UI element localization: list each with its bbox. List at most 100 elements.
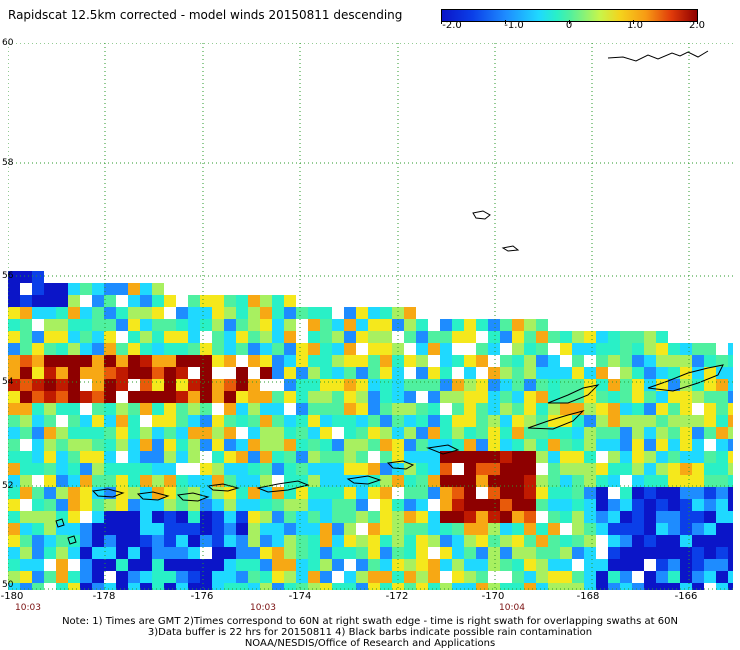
swath-cell bbox=[644, 331, 656, 343]
swath-cell bbox=[116, 439, 128, 451]
swath-cell bbox=[440, 463, 452, 475]
swath-cell bbox=[440, 487, 452, 499]
swath-cell bbox=[656, 355, 668, 367]
swath-cell bbox=[212, 559, 224, 571]
swath-cell bbox=[596, 415, 608, 427]
swath-cell bbox=[524, 415, 536, 427]
swath-cell bbox=[596, 523, 608, 535]
swath-cell bbox=[548, 331, 560, 343]
swath-cell bbox=[224, 547, 236, 559]
colorbar-tick bbox=[569, 20, 570, 24]
colorbar-label: -1.0 bbox=[504, 20, 524, 31]
swath-cell bbox=[404, 403, 416, 415]
swath-cell bbox=[404, 511, 416, 523]
swath-cell bbox=[608, 355, 620, 367]
swath-cell bbox=[20, 535, 32, 547]
swath-cell bbox=[536, 355, 548, 367]
swath-cell bbox=[668, 523, 680, 535]
swath-cell bbox=[320, 403, 332, 415]
swath-cell bbox=[692, 535, 704, 547]
swath-cell bbox=[32, 343, 44, 355]
swath-cell bbox=[236, 367, 248, 379]
swath-cell bbox=[344, 331, 356, 343]
swath-cell bbox=[248, 487, 260, 499]
swath-cell bbox=[332, 499, 344, 511]
swath-cell bbox=[440, 535, 452, 547]
swath-cell bbox=[632, 415, 644, 427]
swath-cell bbox=[416, 403, 428, 415]
swath-cell bbox=[116, 535, 128, 547]
swath-cell bbox=[332, 355, 344, 367]
swath-cell bbox=[620, 331, 632, 343]
swath-cell bbox=[464, 367, 476, 379]
swath-cell bbox=[44, 427, 56, 439]
swath-cell bbox=[284, 307, 296, 319]
swath-cell bbox=[248, 307, 260, 319]
swath-cell bbox=[572, 355, 584, 367]
swath-cell bbox=[92, 535, 104, 547]
swath-cell bbox=[164, 355, 176, 367]
swath-cell bbox=[608, 331, 620, 343]
swath-cell bbox=[668, 499, 680, 511]
swath-cell bbox=[560, 535, 572, 547]
swath-cell bbox=[152, 283, 164, 295]
swath-cell bbox=[404, 523, 416, 535]
swath-cell bbox=[524, 439, 536, 451]
swath-cell bbox=[44, 307, 56, 319]
swath-cell bbox=[644, 499, 656, 511]
swath-cell bbox=[404, 499, 416, 511]
swath-cell bbox=[128, 439, 140, 451]
time-label: 10:03 bbox=[15, 603, 41, 613]
swath-cell bbox=[452, 451, 464, 463]
swath-cell bbox=[212, 583, 224, 590]
swath-cell bbox=[308, 343, 320, 355]
swath-cell bbox=[428, 463, 440, 475]
swath-cell bbox=[380, 583, 392, 590]
swath-cell bbox=[608, 511, 620, 523]
swath-cell bbox=[584, 331, 596, 343]
swath-cell bbox=[380, 475, 392, 487]
swath-cell bbox=[368, 511, 380, 523]
swath-cell bbox=[500, 547, 512, 559]
swath-cell bbox=[224, 415, 236, 427]
swath-cell bbox=[320, 415, 332, 427]
swath-cell bbox=[44, 499, 56, 511]
swath-cell bbox=[272, 499, 284, 511]
swath-cell bbox=[356, 535, 368, 547]
swath-cell bbox=[368, 319, 380, 331]
swath-cell bbox=[212, 463, 224, 475]
swath-cell bbox=[80, 571, 92, 583]
swath-cell bbox=[224, 511, 236, 523]
swath-cell bbox=[224, 379, 236, 391]
swath-cell bbox=[344, 391, 356, 403]
swath-cell bbox=[188, 379, 200, 391]
swath-cell bbox=[512, 403, 524, 415]
swath-cell bbox=[728, 367, 733, 379]
swath-cell bbox=[692, 415, 704, 427]
swath-cell bbox=[356, 451, 368, 463]
swath-cell bbox=[464, 427, 476, 439]
swath-cell bbox=[560, 547, 572, 559]
swath-cell bbox=[128, 391, 140, 403]
swath-cell bbox=[104, 307, 116, 319]
swath-cell bbox=[176, 475, 188, 487]
swath-cell bbox=[536, 475, 548, 487]
swath-cell bbox=[284, 583, 296, 590]
swath-cell bbox=[632, 343, 644, 355]
swath-cell bbox=[392, 403, 404, 415]
swath-cell bbox=[44, 475, 56, 487]
swath-cell bbox=[164, 571, 176, 583]
swath-cell bbox=[164, 367, 176, 379]
swath-cell bbox=[200, 499, 212, 511]
lat-label: 54 bbox=[2, 377, 14, 387]
swath-cell bbox=[176, 391, 188, 403]
swath-cell bbox=[92, 283, 104, 295]
swath-cell bbox=[188, 523, 200, 535]
swath-cell bbox=[536, 439, 548, 451]
swath-cell bbox=[164, 559, 176, 571]
swath-cell bbox=[512, 511, 524, 523]
swath-cell bbox=[236, 499, 248, 511]
swath-cell bbox=[452, 487, 464, 499]
swath-cell bbox=[476, 427, 488, 439]
swath-cell bbox=[8, 499, 20, 511]
